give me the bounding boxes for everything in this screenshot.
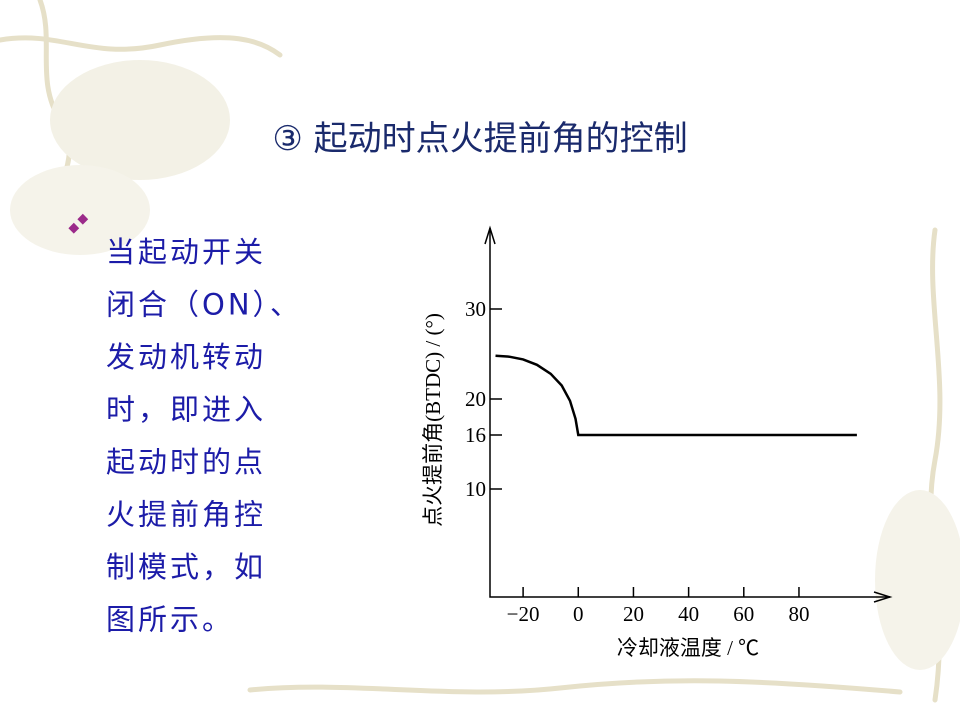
- y-tick-label: 16: [465, 423, 486, 447]
- bullet-line: 闭合（ON）、: [106, 288, 302, 322]
- y-tick-label: 30: [465, 297, 486, 321]
- x-tick-label: 80: [788, 602, 809, 626]
- x-tick-label: 60: [733, 602, 754, 626]
- x-tick-label: 40: [678, 602, 699, 626]
- bullet-line: 起动时的点: [106, 445, 266, 479]
- y-tick-label: 10: [465, 477, 486, 501]
- y-tick-label: 20: [465, 387, 486, 411]
- x-tick-label: 20: [623, 602, 644, 626]
- bullet-line: 时，即进入: [106, 393, 266, 427]
- bullet-text: 当起动开关闭合（ON）、发动机转动时，即进入起动时的点火提前角控制模式，如图所示…: [106, 235, 302, 637]
- bullet-line: 图所示。: [106, 603, 234, 637]
- slide-title: ③ 起动时点火提前角的控制: [272, 119, 687, 159]
- x-tick-label: −20: [507, 602, 540, 626]
- chart: 10 16 20 30 −20 0 20 40 60 80 冷却液温度 / ℃ 点火提前角(BTDC)…: [421, 225, 893, 660]
- bullet-line: 发动机转动: [106, 340, 266, 374]
- arrow: [484, 225, 893, 603]
- bullet-line: 当起动开关: [106, 235, 266, 269]
- bullet-line: 制模式，如: [106, 550, 266, 584]
- vine-decoration: [0, 0, 960, 703]
- x-axis-label: 冷却液温度 / ℃: [617, 636, 759, 660]
- data-line: [495, 354, 857, 437]
- bullet-icon: [68, 213, 89, 234]
- bullet-line: 火提前角控: [106, 498, 266, 532]
- y-axis-label: 点火提前角(BTDC) / (°): [421, 313, 445, 527]
- axes: [489, 228, 890, 598]
- x-tick-label: 0: [573, 602, 584, 626]
